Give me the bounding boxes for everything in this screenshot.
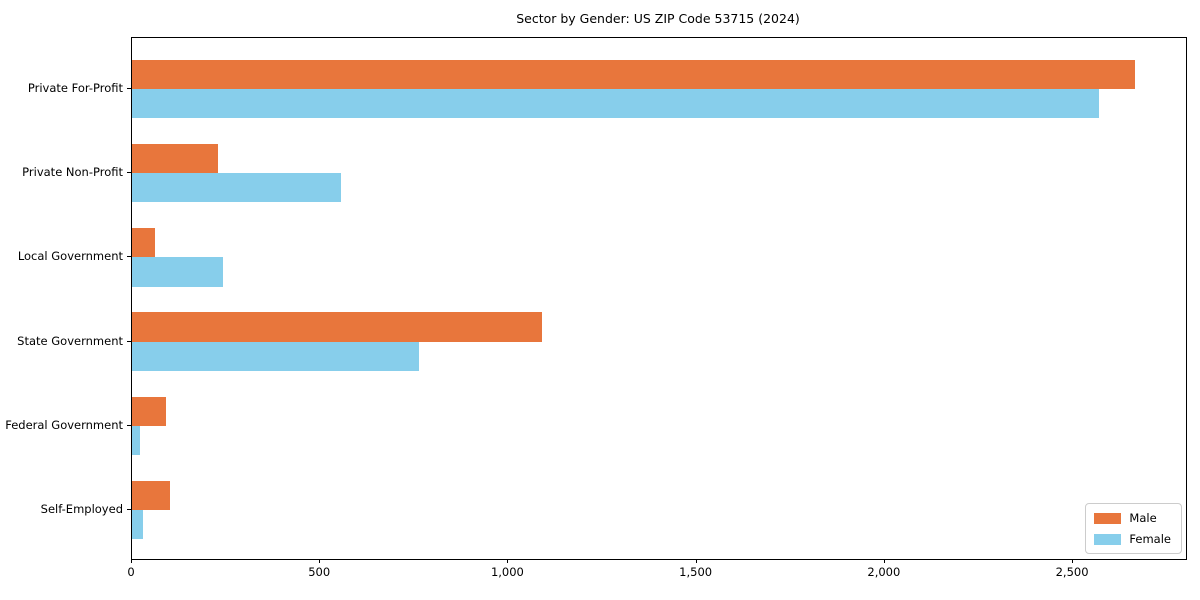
y-tick-label: Local Government xyxy=(17,249,123,264)
y-tick-label: Private For-Profit xyxy=(27,81,123,95)
bar-male-1 xyxy=(132,59,1136,89)
bar-female-5 xyxy=(132,425,140,456)
y-tick-mark xyxy=(127,256,131,258)
legend-swatch-male-icon xyxy=(1094,512,1122,524)
x-tick-label: 500 xyxy=(308,565,331,579)
y-tick-mark xyxy=(127,424,131,426)
bar-male-2 xyxy=(132,143,218,174)
x-tick-mark xyxy=(507,559,509,563)
legend: Male Female xyxy=(1085,503,1182,554)
x-tick-mark xyxy=(319,559,321,563)
bar-male-6 xyxy=(132,480,170,510)
legend-item-female: Female xyxy=(1094,532,1171,546)
x-tick-label: 0 xyxy=(127,565,135,579)
y-tick-mark xyxy=(127,88,131,89)
legend-swatch-female-icon xyxy=(1094,533,1122,545)
y-tick-mark xyxy=(127,172,131,174)
bar-male-4 xyxy=(132,312,542,342)
bar-female-6 xyxy=(132,510,144,540)
legend-label-male: Male xyxy=(1129,511,1157,525)
y-tick-label: Federal Government xyxy=(5,417,123,432)
bar-male-3 xyxy=(132,228,156,258)
legend-item-male: Male xyxy=(1094,511,1171,525)
x-tick-mark xyxy=(1072,559,1074,563)
chart-title: Sector by Gender: US ZIP Code 53715 (202… xyxy=(516,11,800,26)
bar-female-2 xyxy=(132,173,342,203)
y-tick-label: State Government xyxy=(17,333,123,348)
plot-area: Male Female xyxy=(131,37,1187,560)
y-tick-label: Private Non-Profit xyxy=(22,165,123,180)
x-tick-label: 1,000 xyxy=(490,565,524,579)
x-tick-label: 1,500 xyxy=(679,565,713,579)
x-tick-mark xyxy=(695,559,697,563)
bar-female-3 xyxy=(132,257,224,287)
x-tick-mark xyxy=(131,559,132,563)
bar-female-1 xyxy=(132,89,1100,119)
x-tick-label: 2,000 xyxy=(867,565,901,579)
y-tick-label: Self-Employed xyxy=(40,502,123,516)
y-tick-mark xyxy=(127,509,131,510)
bar-female-4 xyxy=(132,341,419,371)
legend-label-female: Female xyxy=(1129,532,1171,546)
y-tick-mark xyxy=(127,340,131,342)
x-tick-label: 2,500 xyxy=(1055,565,1089,579)
x-tick-mark xyxy=(883,559,885,563)
bar-male-5 xyxy=(132,396,166,426)
